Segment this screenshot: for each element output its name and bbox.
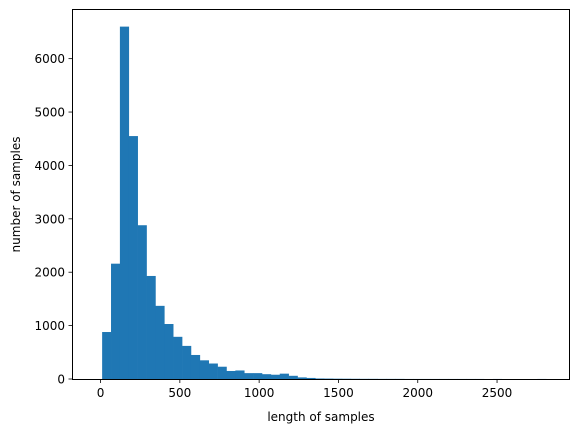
y-tick-label: 3000 (34, 212, 65, 226)
histogram-bar (111, 263, 121, 379)
x-tick-label: 2500 (482, 386, 513, 400)
histogram-bar (226, 370, 236, 379)
y-tick-label: 0 (57, 373, 65, 387)
histogram-bar (173, 336, 183, 379)
histogram-bar (262, 374, 272, 379)
histogram-bar (279, 373, 289, 379)
x-tick-label: 1500 (323, 386, 354, 400)
histogram-bar (253, 373, 263, 379)
x-ticks: 0 500 1000 1500 2000 2500 (97, 379, 513, 400)
histogram-bar (182, 345, 192, 379)
histogram-bar (315, 378, 325, 379)
histogram-bar (119, 26, 130, 380)
x-tick-label: 500 (168, 386, 191, 400)
histogram-bar (146, 275, 156, 379)
histogram-bar (270, 374, 281, 379)
y-tick-label: 4000 (34, 159, 65, 173)
y-tick-label: 1000 (34, 319, 65, 333)
histogram-bar (306, 377, 316, 379)
histogram-bar (137, 225, 147, 379)
histogram-bar (199, 360, 210, 379)
y-tick-label: 5000 (34, 106, 65, 120)
histogram-bar (128, 136, 138, 379)
x-tick-label: 1000 (244, 386, 275, 400)
histogram-bar (217, 366, 227, 379)
histogram-bar (297, 377, 307, 379)
y-tick-label: 6000 (34, 52, 65, 66)
x-axis-label: length of samples (267, 410, 374, 424)
y-ticks: 0 1000 2000 3000 4000 5000 6000 (34, 52, 73, 387)
histogram-bar (244, 373, 254, 379)
histogram-bar (288, 375, 298, 379)
y-axis-label: number of samples (9, 137, 23, 253)
x-tick-label: 0 (97, 386, 105, 400)
histogram-bar (164, 324, 174, 379)
histogram-bar (155, 305, 165, 379)
histogram-bar (190, 354, 201, 379)
bars-layer (102, 26, 547, 380)
y-tick-label: 2000 (34, 266, 65, 280)
histogram-bar (208, 363, 218, 379)
histogram-bar (102, 332, 112, 379)
axes-frame (72, 9, 570, 380)
x-tick-label: 2000 (402, 386, 433, 400)
histogram-bar (235, 370, 245, 379)
